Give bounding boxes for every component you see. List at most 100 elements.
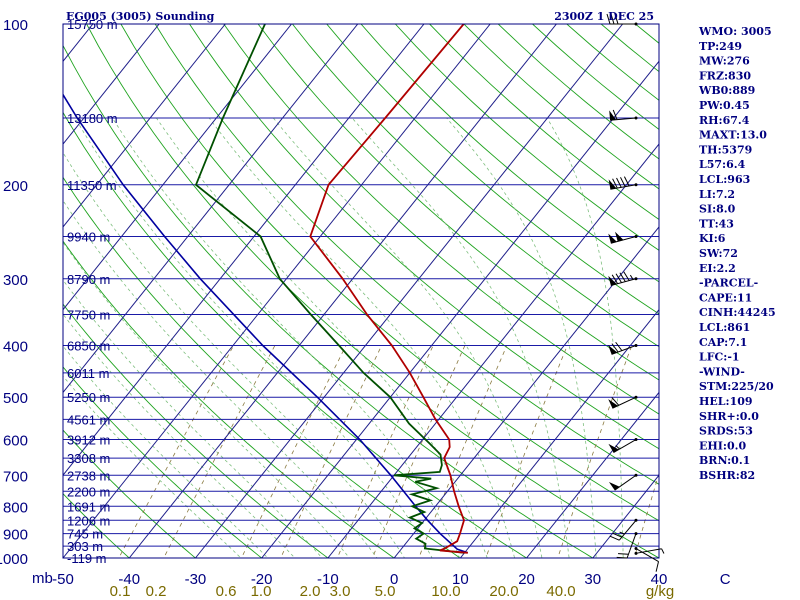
index-line: CAP:7.1 [699,336,747,349]
wind-barb [608,438,638,453]
index-line: TP:249 [699,40,742,53]
temperature-trace [309,24,468,554]
wind-barb-flag [608,275,617,286]
index-line: LFC:-1 [699,351,740,364]
wind-barb-full [615,273,622,283]
index-line: BSHR:82 [699,469,755,482]
wind-barb [634,548,665,555]
wind-barb-station [634,183,638,187]
height-label: 13180 m [67,111,118,126]
height-label: 4561 m [67,412,110,427]
height-label: 6011 m [67,366,109,381]
mixing-ratio-tick-label: 1.0 [251,583,272,600]
height-label: 8790 m [67,272,110,287]
height-label: 11350 m [67,178,117,193]
dry-adiabat-line [360,24,659,283]
plot-frame [62,23,660,559]
index-line: HEL:109 [699,395,753,408]
temperature-tick-label: C [720,571,731,588]
isotherm-line [63,24,359,394]
height-label: 2200 m [67,484,110,499]
pressure-tick-label: 600 [3,433,28,450]
wind-barbs [606,13,665,572]
isotherm-line [195,24,624,558]
wind-barb-full [611,343,619,353]
wind-barb-half [619,531,625,535]
wind-barb-flag [608,179,617,190]
index-line: EHI:0.0 [699,439,746,452]
index-line: RH:67.4 [699,114,750,127]
index-line: MW:276 [699,55,750,68]
wind-barb-staff [610,278,637,286]
height-label: 7750 m [67,308,110,323]
index-line: STM:225/20 [699,380,774,393]
chart-traces [63,24,469,554]
isotherm-line [63,24,292,311]
wind-barb-staff [611,345,637,355]
wind-barb [609,109,638,121]
wind-barb-full [611,274,619,284]
dry-adiabat-line [63,44,594,558]
wind-barb-station [634,22,638,26]
mixing-ratio-tick-label: 5.0 [375,583,396,600]
wind-barb-staff [618,519,637,541]
index-line: WB0:889 [698,84,755,97]
mixing-ratio-tick-label: g/kg [646,583,674,600]
wind-barb-flag [615,231,624,242]
dry-adiabat-line [154,24,659,485]
isotherm-line [63,24,226,228]
index-line: WMO: 3005 [698,25,772,38]
height-label: 1206 m [67,513,110,528]
pressure-tick-label: 900 [3,527,28,544]
wind-barb-staff [626,533,637,559]
pressure-tick-label: 300 [3,272,28,289]
index-line: FRZ:830 [699,69,751,82]
mixing-ratio-line [163,345,276,558]
wind-barb-flag [608,443,619,453]
height-label: 3912 m [67,433,110,448]
wind-barb-full [614,13,619,25]
wind-barb-station [634,344,638,348]
dry-adiabat-line [63,492,130,558]
wind-barb-station [634,116,638,120]
index-line: TH:5379 [699,143,752,156]
index-line: EI:2.2 [699,262,736,275]
temperature-tick-label: 40 [651,571,668,588]
dewpoint-trace [194,24,465,554]
temperature-tick-label: 10 [452,571,469,588]
height-label: 5250 m [67,390,110,405]
wind-barb-full [612,178,618,189]
dry-adiabat-line [63,111,528,558]
chart-valid-time: 2300Z 1 DEC 25 [554,10,654,23]
wind-barb-station [634,551,638,555]
temperature-tick-label: 20 [518,571,535,588]
dry-adiabat-line [63,429,197,558]
dry-adiabat-line [63,366,263,558]
wind-barb-full [620,177,626,187]
wind-barb-station [634,518,638,522]
mixing-ratio-line [371,345,466,558]
dry-adiabat-line [120,24,659,522]
height-label: 15750 m [67,17,118,32]
wind-barb-station [634,473,638,477]
pressure-tick-label: 700 [3,468,28,485]
wind-barb-full [616,556,628,559]
dry-adiabat-line [394,24,659,251]
wind-barb-full [616,177,622,188]
mixing-ratio-line [557,345,633,558]
mixing-ratio-tick-label: 0.6 [216,583,237,600]
temperature-tick-label: 30 [584,571,601,588]
wind-barb [608,341,638,355]
index-line: SHR+:0.0 [699,410,759,423]
wind-barb-full [611,397,620,406]
index-line: LCL:861 [699,321,750,334]
wind-barb-full [612,109,618,120]
wind-barb-full [623,176,630,187]
wind-barb-full [612,532,623,538]
pressure-tick-label: 400 [3,339,28,356]
index-line: MAXT:13.0 [699,129,767,142]
wind-barb [608,395,638,409]
wind-barb-full [623,271,630,281]
mixing-ratio-line [485,345,568,558]
